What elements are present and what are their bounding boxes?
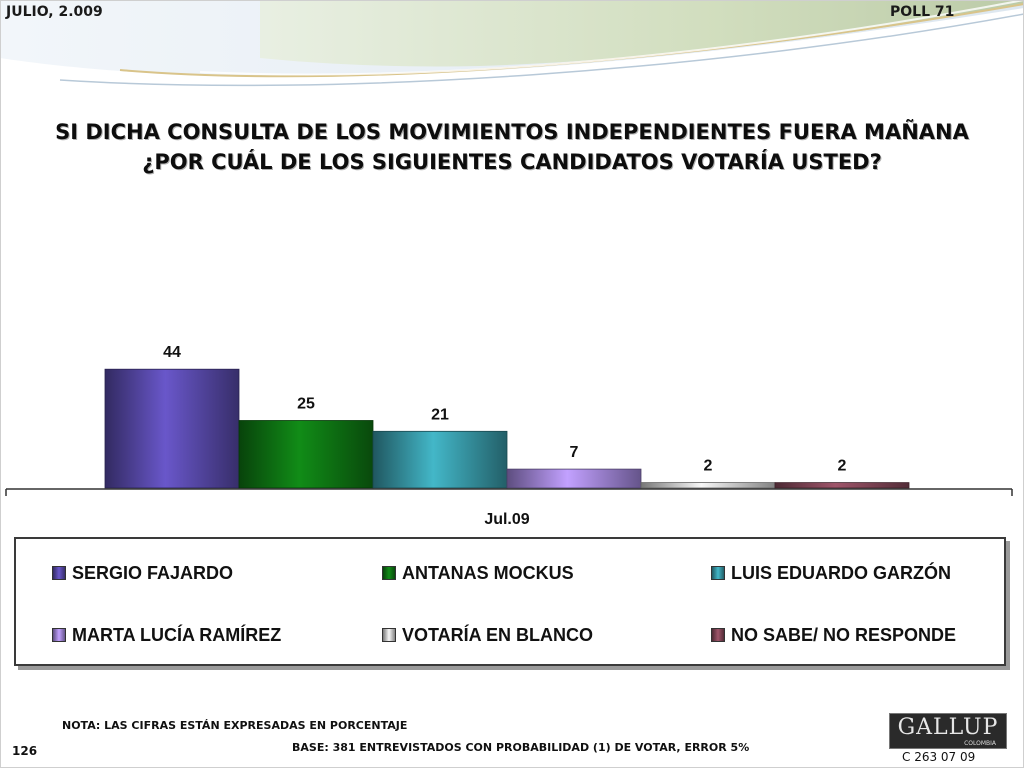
value-label-1: 44 bbox=[163, 344, 181, 361]
legend-swatch bbox=[711, 566, 725, 580]
legend-label: ANTANAS MOCKUS bbox=[402, 562, 574, 583]
bar-6 bbox=[774, 482, 910, 489]
legend: SERGIO FAJARDO ANTANAS MOCKUS LUIS EDUARDO… bbox=[14, 537, 1006, 666]
value-label-3: 21 bbox=[431, 406, 449, 423]
bar-5 bbox=[640, 482, 776, 489]
legend-item-3: LUIS EDUARDO GARZÓN bbox=[711, 563, 951, 583]
value-label-4: 7 bbox=[570, 444, 579, 461]
header-poll: POLL 71 bbox=[890, 4, 955, 20]
legend-label: VOTARÍA EN BLANCO bbox=[402, 624, 593, 645]
chart-title: SI DICHA CONSULTA DE LOS MOVIMIENTOS IND… bbox=[0, 117, 1024, 177]
bar-3 bbox=[372, 430, 508, 489]
logo-subtext: COLOMBIA bbox=[964, 739, 996, 747]
legend-swatch bbox=[52, 628, 66, 642]
title-line-1: SI DICHA CONSULTA DE LOS MOVIMIENTOS IND… bbox=[55, 120, 969, 144]
title-line-2: ¿POR CUÁL DE LOS SIGUIENTES CANDIDATOS V… bbox=[142, 150, 882, 174]
bars-group: 44 25 21 7 2 2 bbox=[104, 344, 910, 489]
bar-4 bbox=[506, 468, 642, 489]
legend-swatch bbox=[711, 628, 725, 642]
value-label-2: 25 bbox=[297, 396, 315, 413]
legend-label: SERGIO FAJARDO bbox=[72, 562, 234, 583]
legend-label: MARTA LUCÍA RAMÍREZ bbox=[72, 624, 282, 645]
report-code: C 263 07 09 bbox=[902, 750, 976, 764]
logo-text: GALLUP bbox=[897, 714, 999, 740]
bar-1 bbox=[104, 368, 240, 489]
gallup-logo: GALLUP COLOMBIA bbox=[889, 713, 1007, 749]
legend-swatch bbox=[382, 566, 396, 580]
legend-label: NO SABE/ NO RESPONDE bbox=[731, 624, 957, 645]
bar-chart: 44 25 21 7 2 2 Jul.09 bbox=[5, 344, 1013, 528]
value-label-6: 2 bbox=[838, 458, 847, 475]
legend-label: LUIS EDUARDO GARZÓN bbox=[731, 562, 951, 583]
page-number: 126 bbox=[12, 744, 38, 758]
legend-item-2: ANTANAS MOCKUS bbox=[382, 563, 574, 583]
legend-item-4: MARTA LUCÍA RAMÍREZ bbox=[52, 625, 281, 645]
bar-2 bbox=[238, 420, 374, 489]
base-text: BASE: 381 ENTREVISTADOS CON PROBABILIDAD… bbox=[292, 741, 750, 754]
legend-swatch bbox=[382, 628, 396, 642]
value-label-5: 2 bbox=[704, 458, 713, 475]
legend-swatch bbox=[52, 566, 66, 580]
legend-item-1: SERGIO FAJARDO bbox=[52, 563, 233, 583]
note-text: NOTA: LAS CIFRAS ESTÁN EXPRESADAS EN POR… bbox=[62, 719, 408, 732]
header-date: JULIO, 2.009 bbox=[6, 4, 103, 20]
x-tick-label: Jul.09 bbox=[484, 511, 529, 528]
legend-item-5: VOTARÍA EN BLANCO bbox=[382, 625, 593, 645]
legend-item-6: NO SABE/ NO RESPONDE bbox=[711, 625, 956, 645]
